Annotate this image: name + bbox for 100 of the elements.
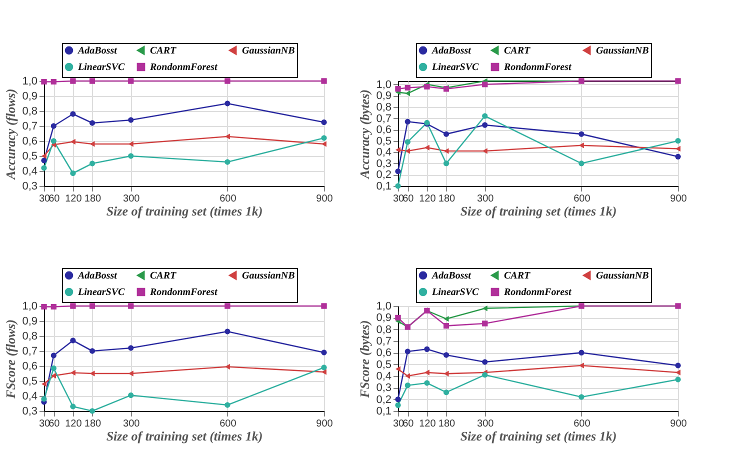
point: [41, 165, 47, 171]
point: [90, 120, 96, 126]
point: [224, 303, 230, 309]
x-tick-label: 120: [419, 418, 436, 430]
point: [395, 396, 401, 402]
point: [424, 346, 430, 352]
point: [51, 373, 56, 378]
y-tick-label: 0,6: [22, 136, 38, 148]
point: [404, 348, 410, 354]
point: [482, 320, 488, 326]
point: [70, 111, 76, 117]
point: [675, 154, 681, 160]
point: [578, 350, 584, 356]
x-tick-label: 60: [48, 418, 60, 430]
y-tick-label: 0,3: [376, 158, 392, 170]
legend-label: RondonmForest: [503, 62, 572, 73]
y-tick-label: 0,5: [22, 150, 38, 162]
point: [70, 170, 76, 176]
point: [482, 122, 488, 128]
point: [444, 148, 449, 154]
point: [482, 359, 488, 365]
y-tick-label: 0,4: [376, 146, 392, 159]
point: [444, 316, 449, 322]
y-tick-label: 0,9: [376, 90, 392, 102]
point: [50, 138, 56, 144]
x-tick-label: 900: [670, 418, 688, 430]
x-tick-label: 300: [477, 194, 494, 204]
x-tick-label: 600: [574, 194, 591, 204]
x-tick-label: 600: [220, 418, 237, 430]
y-tick-label: 0,3: [376, 382, 392, 394]
point: [41, 396, 47, 402]
legend-label: GaussianNB: [596, 45, 650, 56]
point: [578, 394, 584, 400]
point: [444, 131, 450, 137]
legend-label: CART: [150, 270, 178, 282]
y-tick-label: 0,7: [22, 120, 38, 132]
point: [676, 146, 680, 152]
x-tick-label: 300: [477, 418, 494, 430]
point: [41, 158, 47, 164]
x-tick-label: 120: [419, 194, 436, 204]
point: [41, 79, 47, 84]
point: [128, 117, 134, 123]
point: [128, 303, 134, 309]
point: [90, 348, 96, 354]
point: [90, 78, 96, 84]
point: [444, 323, 450, 329]
x-axis-title: Size of training set (times 1k): [106, 204, 263, 218]
y-tick-label: 0,8: [22, 330, 38, 342]
x-tick-label: 120: [65, 194, 82, 204]
point: [444, 352, 450, 358]
y-axis-title: FScore (flows): [3, 319, 18, 400]
legend-label: CART: [504, 270, 532, 282]
point: [70, 303, 76, 309]
x-tick-label: 60: [402, 194, 414, 204]
point: [395, 314, 401, 320]
point: [404, 139, 410, 145]
point: [675, 138, 681, 144]
point: [482, 82, 488, 88]
point: [50, 366, 56, 371]
point: [128, 392, 134, 398]
point: [225, 364, 230, 370]
point: [424, 380, 430, 386]
point: [395, 183, 401, 189]
x-tick-label: 120: [65, 418, 82, 430]
point: [70, 338, 76, 344]
point: [482, 113, 488, 119]
point: [41, 304, 47, 310]
y-tick-label: 0,3: [22, 406, 38, 418]
point: [70, 139, 76, 144]
point: [90, 303, 96, 309]
point: [395, 402, 401, 408]
y-tick-label: 0,9: [22, 90, 38, 102]
point: [321, 120, 327, 125]
x-tick-label: 300: [123, 418, 140, 430]
y-tick-label: 0,5: [22, 376, 38, 388]
legend-label: RondonmForest: [149, 62, 218, 73]
y-tick-label: 0,4: [376, 370, 392, 382]
legend-label: RondonmForest: [149, 287, 218, 298]
x-axis-title: Size of training set (times 1k): [460, 204, 617, 218]
x-tick-label: 60: [402, 418, 414, 430]
point: [90, 141, 95, 147]
point: [50, 352, 56, 358]
y-tick-label: 0,4: [22, 166, 38, 178]
legend-label: LinearSVC: [431, 62, 480, 73]
legend-label: AdaBosst: [77, 270, 118, 282]
legend-label: AdaBosst: [431, 270, 472, 282]
point: [405, 148, 410, 154]
y-tick-label: 0,1: [376, 180, 392, 192]
y-tick-label: 0,1: [376, 406, 392, 418]
point: [482, 306, 488, 312]
y-tick-label: 0,8: [376, 101, 392, 114]
legend-label: AdaBosst: [431, 45, 472, 56]
point: [128, 78, 134, 84]
y-tick-label: 0,2: [376, 169, 392, 182]
y-tick-label: 0,9: [376, 312, 392, 324]
point: [70, 78, 76, 84]
x-tick-label: 300: [123, 194, 140, 204]
point: [424, 144, 430, 150]
y-tick-label: 1,0: [376, 300, 392, 312]
point: [405, 373, 410, 379]
